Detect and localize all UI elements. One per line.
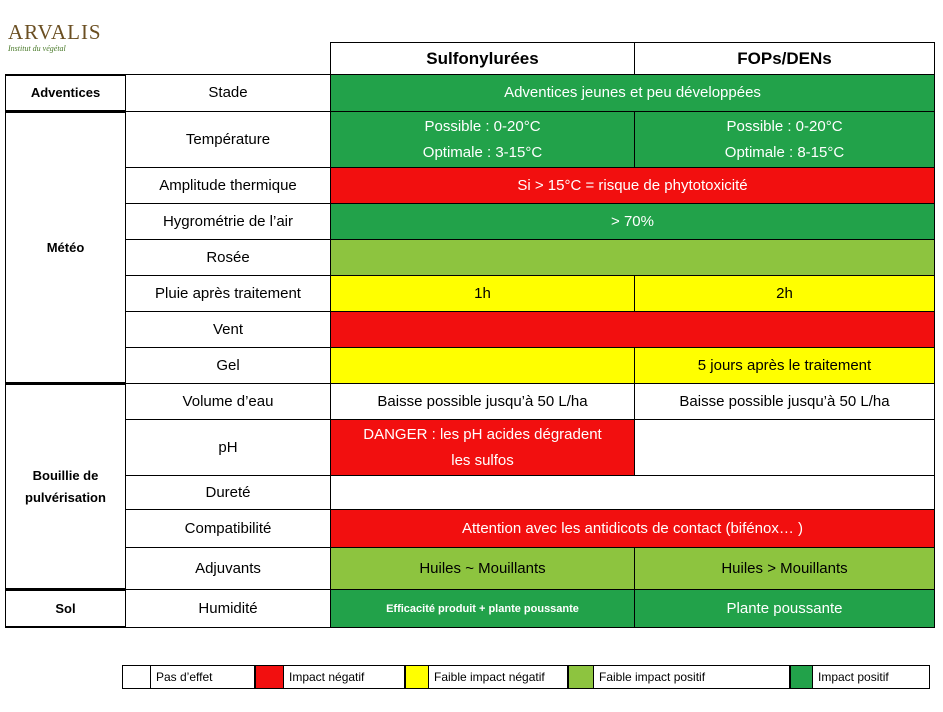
merged-cell bbox=[330, 239, 935, 276]
cell-text: Baisse possible jusqu’à 50 L/ha bbox=[679, 392, 890, 410]
merged-cell: Attention avec les antidicots de contact… bbox=[330, 509, 935, 548]
cell-text: Optimale : 3-15°C bbox=[422, 143, 543, 161]
fops-cell: 2h bbox=[634, 275, 935, 312]
sulfo-cell bbox=[330, 347, 635, 384]
cell-text: Amplitude thermique bbox=[159, 176, 297, 194]
merged-cell bbox=[330, 475, 935, 510]
cell-text: Efficacité produit + plante poussante bbox=[386, 602, 579, 615]
row-label: Adjuvants bbox=[125, 547, 331, 590]
cell-text: Vent bbox=[212, 320, 244, 338]
legend-label: Faible impact positif bbox=[593, 665, 790, 689]
cell-text: 2h bbox=[776, 284, 793, 302]
cell-text: Bouillie de pulvérisation bbox=[25, 467, 106, 505]
cell-text: DANGER : les pH acides dégradent bbox=[363, 425, 602, 443]
legend-label: Impact négatif bbox=[283, 665, 405, 689]
cell-text: Température bbox=[185, 130, 271, 148]
row-label: Pluie après traitement bbox=[125, 275, 331, 312]
sulfo-cell: Huiles ~ Mouillants bbox=[330, 547, 635, 590]
row-label: Volume d’eau bbox=[125, 383, 331, 420]
cell-text: > 70% bbox=[611, 212, 654, 230]
cell-text: Dureté bbox=[205, 483, 251, 501]
cell-text: Si > 15°C = risque de phytotoxicité bbox=[517, 176, 748, 194]
cell-text: Sulfonylurées bbox=[426, 49, 539, 68]
merged-cell: Si > 15°C = risque de phytotoxicité bbox=[330, 167, 935, 204]
cell-text: Possible : 0-20°C bbox=[726, 117, 843, 135]
group-label: Sol bbox=[5, 589, 126, 628]
group-label: Bouillie de pulvérisation bbox=[5, 383, 126, 590]
row-label: Hygrométrie de l’air bbox=[125, 203, 331, 240]
cell-text: Météo bbox=[46, 239, 85, 255]
sulfo-cell: Baisse possible jusqu’à 50 L/ha bbox=[330, 383, 635, 420]
sulfo-cell: Efficacité produit + plante poussante bbox=[330, 589, 635, 628]
cell-text: Gel bbox=[216, 356, 240, 374]
sulfo-cell: DANGER : les pH acides dégradent les sulf… bbox=[330, 419, 635, 476]
row-label: Humidité bbox=[125, 589, 331, 628]
cell-text: 5 jours après le traitement bbox=[697, 356, 872, 374]
merged-cell bbox=[330, 311, 935, 348]
cell-text: Adventices jeunes et peu développées bbox=[504, 84, 761, 101]
fops-cell bbox=[634, 419, 935, 476]
row-label: Compatibilité bbox=[125, 509, 331, 548]
cell-text: les sulfos bbox=[451, 451, 514, 469]
fops-cell: Baisse possible jusqu’à 50 L/ha bbox=[634, 383, 935, 420]
cell-text: pH bbox=[218, 438, 238, 456]
logo-tagline: Institut du végétal bbox=[8, 44, 66, 53]
cell-text: Hygrométrie de l’air bbox=[162, 212, 294, 230]
row-label: Gel bbox=[125, 347, 331, 384]
column-header: Sulfonylurées bbox=[330, 42, 635, 76]
cell-text: Huiles ~ Mouillants bbox=[419, 559, 546, 577]
legend-swatch bbox=[568, 665, 594, 689]
merged-cell: Adventices jeunes et peu développées bbox=[330, 74, 935, 112]
cell-text: Volume d’eau bbox=[182, 392, 274, 410]
legend-swatch bbox=[122, 665, 151, 689]
sulfo-cell: 1h bbox=[330, 275, 635, 312]
fops-cell: Huiles > Mouillants bbox=[634, 547, 935, 590]
group-label: Météo bbox=[5, 111, 126, 384]
cell-text: Sol bbox=[55, 600, 76, 616]
row-label: pH bbox=[125, 419, 331, 476]
cell-text: Attention avec les antidicots de contact… bbox=[461, 519, 803, 537]
cell-text: Rosée bbox=[206, 248, 250, 266]
cell-text: Plante poussante bbox=[726, 599, 843, 617]
cell-text: Baisse possible jusqu’à 50 L/ha bbox=[377, 392, 588, 410]
sulfo-cell: Possible : 0-20°C Optimale : 3-15°C bbox=[330, 111, 635, 168]
group-label: Adventices bbox=[5, 74, 126, 112]
row-label: Amplitude thermique bbox=[125, 167, 331, 204]
cell-text: Pluie après traitement bbox=[155, 284, 301, 302]
legend-swatch bbox=[790, 665, 813, 689]
cell-text: Stade bbox=[208, 84, 248, 101]
cell-text: Humidité bbox=[198, 599, 258, 617]
logo-name: ARVALIS bbox=[8, 20, 102, 44]
legend-label: Faible impact négatif bbox=[428, 665, 568, 689]
legend-label: Pas d’effet bbox=[150, 665, 255, 689]
row-label: Dureté bbox=[125, 475, 331, 510]
legend-label: Impact positif bbox=[812, 665, 930, 689]
fops-cell: Possible : 0-20°C Optimale : 8-15°C bbox=[634, 111, 935, 168]
row-label: Vent bbox=[125, 311, 331, 348]
cell-text: Huiles > Mouillants bbox=[721, 559, 848, 577]
legend-swatch bbox=[405, 665, 429, 689]
cell-text: Adventices bbox=[30, 85, 101, 100]
row-label: Stade bbox=[125, 74, 331, 112]
cell-text: FOPs/DENs bbox=[737, 49, 832, 68]
cell-text: Compatibilité bbox=[184, 519, 272, 537]
fops-cell: 5 jours après le traitement bbox=[634, 347, 935, 384]
cell-text: Adjuvants bbox=[195, 559, 261, 577]
column-header: FOPs/DENs bbox=[634, 42, 935, 76]
merged-cell: > 70% bbox=[330, 203, 935, 240]
row-label: Température bbox=[125, 111, 331, 168]
fops-cell: Plante poussante bbox=[634, 589, 935, 628]
row-label: Rosée bbox=[125, 239, 331, 276]
cell-text: Optimale : 8-15°C bbox=[724, 143, 845, 161]
legend-swatch bbox=[255, 665, 284, 689]
cell-text: 1h bbox=[474, 284, 491, 302]
cell-text: Possible : 0-20°C bbox=[424, 117, 541, 135]
